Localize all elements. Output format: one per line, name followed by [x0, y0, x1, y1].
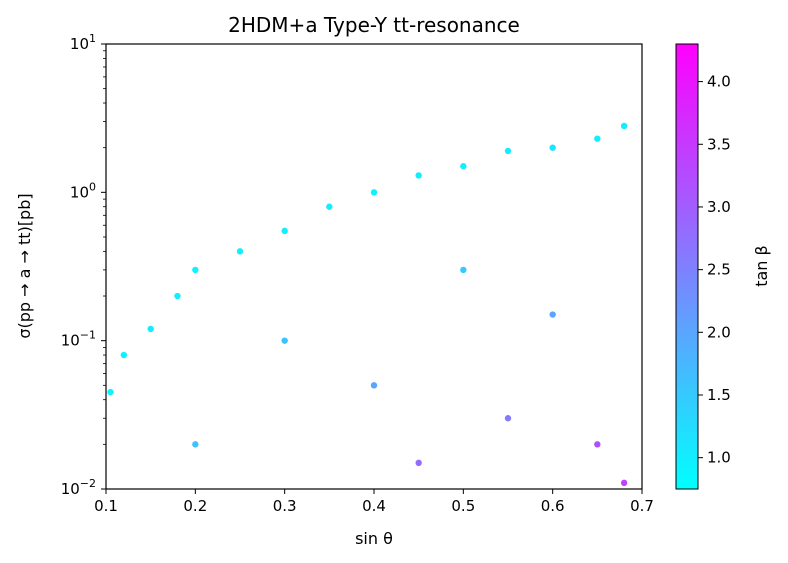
colorbar-tick-label: 1.0: [707, 449, 731, 467]
data-point: [326, 203, 333, 210]
colorbar-tick-label: 2.0: [707, 323, 731, 341]
colorbar-axis: 1.0 1.5 2.0 2.5 3.0 3.5 4.0: [698, 73, 731, 467]
y-tick-label: 10−1: [61, 329, 96, 350]
data-point: [460, 163, 467, 170]
data-point: [281, 227, 288, 235]
x-tick-label: 0.3: [273, 497, 297, 515]
data-point: [549, 311, 556, 318]
x-tick-label: 0.5: [451, 497, 475, 515]
colorbar-tick-label: 4.0: [707, 73, 731, 91]
data-point: [174, 292, 181, 300]
y-tick-label: 100: [70, 180, 96, 201]
x-tick-label: 0.2: [183, 497, 207, 515]
colorbar-label: tan β: [752, 245, 771, 287]
data-point: [107, 388, 114, 396]
y-tick-label: 10−2: [61, 477, 96, 498]
data-point: [504, 147, 512, 155]
data-point: [415, 172, 422, 179]
x-axis: 0.1 0.2 0.3 0.4 0.5 0.6 0.7: [94, 489, 654, 515]
data-point: [594, 441, 601, 448]
x-tick-label: 0.1: [94, 497, 118, 515]
colorbar-tick-label: 3.5: [707, 135, 731, 153]
colorbar-tick-label: 2.5: [707, 261, 731, 279]
data-point: [147, 325, 154, 333]
data-point: [281, 337, 288, 344]
data-point: [620, 479, 628, 487]
points-layer: [107, 122, 628, 487]
chart-title: 2HDM+a Type-Y tt-resonance: [228, 13, 520, 37]
y-tick-label: 101: [70, 32, 96, 53]
x-tick-label: 0.4: [362, 497, 386, 515]
x-tick-label: 0.7: [630, 497, 654, 515]
colorbar-tick-label: 3.0: [707, 198, 731, 216]
colorbar: [675, 43, 699, 490]
data-point: [415, 459, 422, 467]
data-point: [120, 351, 128, 359]
data-point: [594, 135, 601, 142]
colorbar-tick-label: 1.5: [707, 386, 731, 404]
data-point: [620, 122, 628, 130]
data-point: [192, 441, 199, 448]
data-point: [504, 415, 512, 422]
x-axis-label: sin θ: [355, 529, 393, 548]
data-point: [370, 189, 378, 196]
data-point: [236, 248, 244, 255]
data-point: [460, 266, 467, 274]
y-axis-label: σ(pp → a → tt)[pb]: [15, 193, 34, 338]
data-point: [549, 144, 556, 151]
x-tick-label: 0.6: [541, 497, 565, 515]
y-axis: 10−2 10−1 100 101: [61, 32, 106, 498]
data-point: [192, 266, 199, 274]
data-point: [370, 382, 378, 389]
